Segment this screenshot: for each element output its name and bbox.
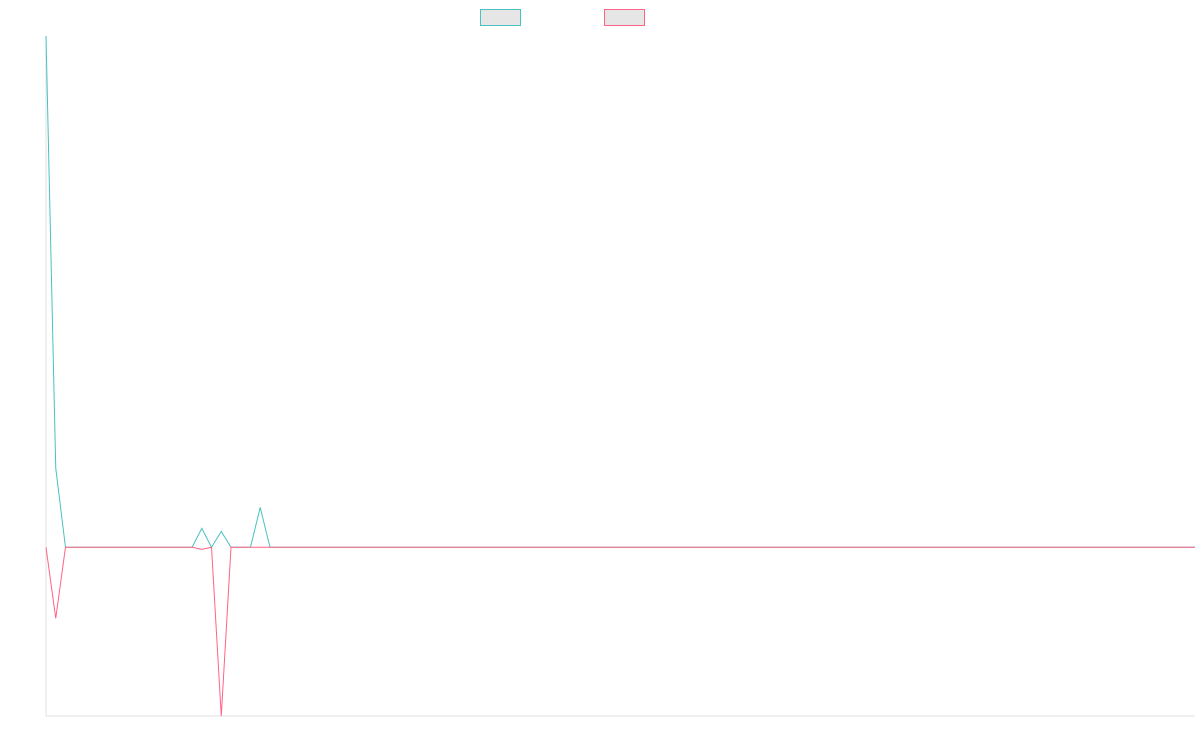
legend-swatch	[604, 9, 645, 26]
line-series	[45, 546, 1195, 717]
line-series	[45, 35, 1195, 549]
legend-swatch	[480, 9, 521, 26]
